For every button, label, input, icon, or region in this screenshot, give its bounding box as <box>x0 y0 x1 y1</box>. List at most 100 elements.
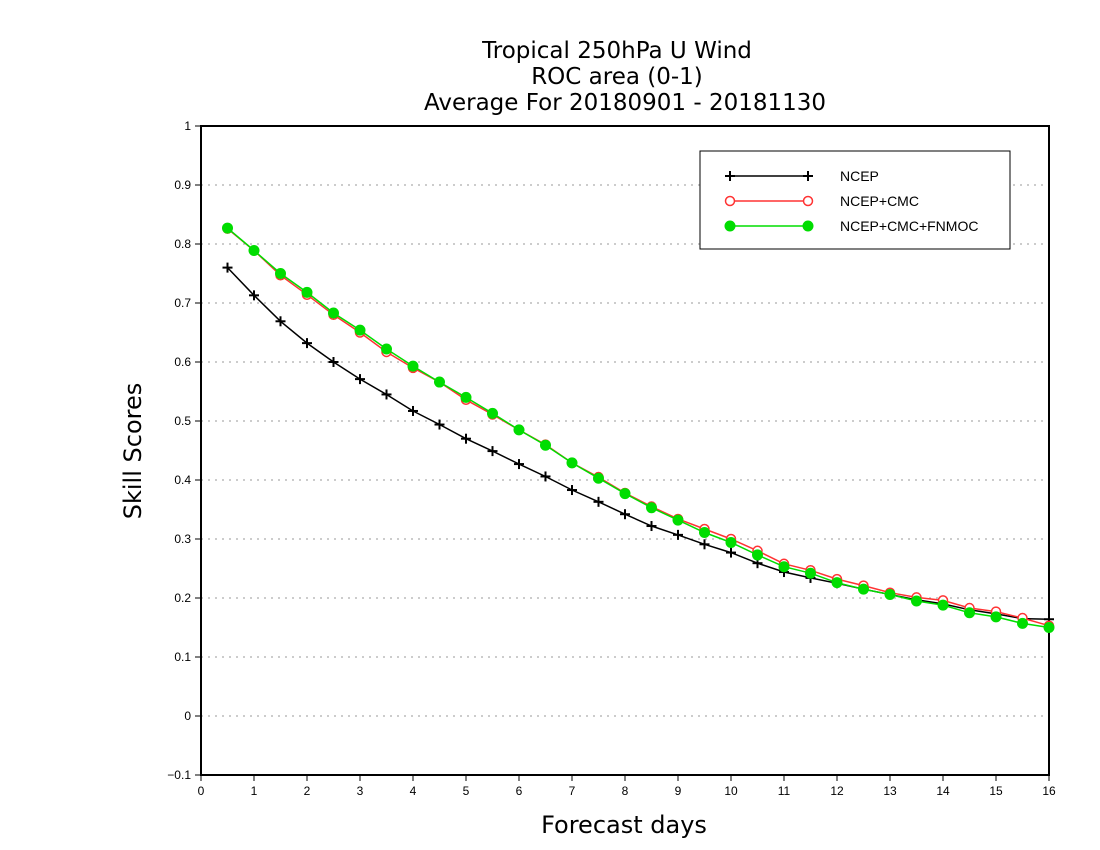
x-tick-label: 13 <box>883 784 897 798</box>
data-point-ncep-cmc-fnmoc <box>884 588 896 600</box>
data-point-ncep-cmc-fnmoc <box>805 567 816 579</box>
y-tick-label: 0.9 <box>174 178 191 192</box>
legend: NCEP NCEP+CMC NCEP+CMC+FNMOC <box>699 150 1011 250</box>
data-point-ncep-cmc-fnmoc <box>778 561 790 573</box>
data-point-ncep-cmc-fnmoc <box>407 360 419 372</box>
chart-title-line-2: ROC area (0-1) <box>531 64 703 90</box>
data-point-ncep-cmc-fnmoc <box>672 514 684 526</box>
x-tick-label: 12 <box>830 784 844 798</box>
data-point-ncep-cmc-fnmoc <box>619 488 631 500</box>
x-tick-label: 8 <box>622 784 629 798</box>
x-tick-label: 16 <box>1042 784 1056 798</box>
legend-marker <box>803 171 813 181</box>
y-tick-label: 0 <box>184 709 191 723</box>
legend-box <box>699 150 1011 250</box>
data-point-ncep <box>355 374 365 385</box>
data-point-ncep-cmc-fnmoc <box>593 472 604 484</box>
data-point-ncep <box>673 529 683 540</box>
chart-title-line-1: Tropical 250hPa U Wind <box>481 38 752 64</box>
data-point-ncep-cmc-fnmoc <box>248 244 260 256</box>
data-point-ncep <box>381 389 392 400</box>
y-tick-label: 0.6 <box>174 355 191 369</box>
data-point-ncep <box>620 509 630 520</box>
legend-marker <box>802 220 814 232</box>
series-line-ncep-cmc-fnmoc <box>227 227 1050 629</box>
x-tick-label: 15 <box>989 784 1003 798</box>
legend-marker <box>725 171 735 181</box>
data-point-ncep <box>222 262 233 273</box>
series-line-ncep-cmc <box>227 228 1050 627</box>
data-point-ncep <box>699 539 710 550</box>
data-point-ncep-cmc-fnmoc <box>831 577 843 589</box>
data-point-ncep-cmc-fnmoc <box>513 424 525 436</box>
data-point-ncep <box>434 419 445 430</box>
data-point-ncep <box>487 446 498 457</box>
y-tick-label: −0.1 <box>167 768 191 782</box>
data-point-ncep-cmc-fnmoc <box>858 583 869 595</box>
series-ncep-cmc <box>222 223 1055 631</box>
series-layer <box>222 222 1055 633</box>
x-tick-label: 0 <box>198 784 205 798</box>
data-point-ncep <box>408 405 418 416</box>
y-tick-label: 0.5 <box>174 414 191 428</box>
data-point-ncep-cmc-fnmoc <box>301 286 313 298</box>
x-tick-label: 4 <box>410 784 417 798</box>
data-point-ncep <box>328 357 339 367</box>
data-point-ncep-cmc-fnmoc <box>381 343 392 355</box>
data-point-ncep-cmc-fnmoc <box>540 439 551 451</box>
data-point-ncep <box>302 338 312 349</box>
data-point-ncep <box>593 496 604 507</box>
data-point-ncep <box>540 471 551 482</box>
data-point-ncep-cmc-fnmoc <box>937 599 949 611</box>
x-tick-label: 3 <box>357 784 364 798</box>
y-axis-label: Skill Scores <box>119 383 147 520</box>
y-tick-label: 1 <box>184 119 191 133</box>
chart-title: Tropical 250hPa U Wind ROC area (0-1) Av… <box>424 38 826 116</box>
y-tick-label: 0.8 <box>174 237 191 251</box>
data-point-ncep-cmc-fnmoc <box>964 607 975 619</box>
y-gridlines <box>201 184 1049 717</box>
data-point-ncep-cmc-fnmoc <box>566 457 578 469</box>
x-tick-label: 10 <box>724 784 738 798</box>
legend-marker <box>724 195 736 207</box>
x-tick-label: 7 <box>569 784 576 798</box>
data-point-ncep-cmc-fnmoc <box>487 407 498 419</box>
series-ncep-cmc-fnmoc <box>222 222 1055 633</box>
data-point-ncep-cmc-fnmoc <box>699 527 710 539</box>
data-point-ncep-cmc-fnmoc <box>434 376 445 388</box>
data-point-ncep-cmc-fnmoc <box>275 268 286 279</box>
chart-title-line-3: Average For 20180901 - 20181130 <box>424 90 826 116</box>
y-tick-label: 0.4 <box>174 473 191 487</box>
legend-label-ncep: NCEP <box>840 168 879 184</box>
data-point-ncep-cmc-fnmoc <box>911 595 922 607</box>
legend-label-ncep-cmc: NCEP+CMC <box>840 193 919 209</box>
data-point-ncep <box>275 316 286 327</box>
data-point-ncep-cmc-fnmoc <box>646 502 657 514</box>
data-point-ncep <box>567 485 577 496</box>
y-tick-label: 0.7 <box>174 296 191 310</box>
data-point-ncep-cmc-fnmoc <box>1043 622 1055 633</box>
data-point-ncep-cmc-fnmoc <box>752 549 763 561</box>
data-point-ncep-cmc-fnmoc <box>460 391 472 403</box>
data-point-ncep <box>726 547 736 558</box>
data-point-ncep-cmc-fnmoc <box>990 611 1002 623</box>
x-tick-label: 14 <box>936 784 950 798</box>
x-tick-label: 11 <box>778 784 791 798</box>
y-tick-label: 0.3 <box>174 532 191 546</box>
data-point-ncep <box>514 459 524 470</box>
data-point-ncep <box>646 521 657 532</box>
series-ncep <box>222 262 1054 625</box>
x-tick-label: 1 <box>251 784 258 798</box>
x-tick-label: 2 <box>304 784 311 798</box>
data-point-ncep <box>249 290 259 301</box>
legend-marker <box>802 195 814 207</box>
legend-marker <box>724 220 736 232</box>
data-point-ncep-cmc-fnmoc <box>328 307 339 319</box>
x-tick-label: 5 <box>463 784 470 798</box>
y-tick-label: 0.2 <box>174 591 191 605</box>
data-point-ncep <box>461 433 471 444</box>
data-point-ncep-cmc-fnmoc <box>1017 617 1028 629</box>
x-tick-label: 9 <box>675 784 682 798</box>
y-tick-label: 0.1 <box>174 650 191 664</box>
